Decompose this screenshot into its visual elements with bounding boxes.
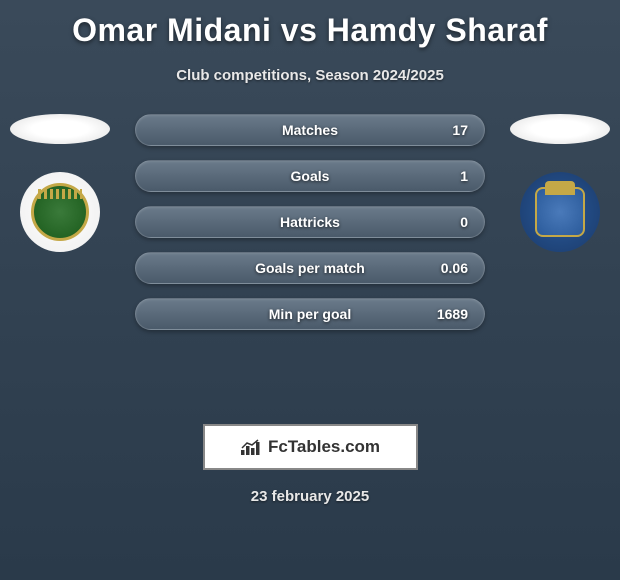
al-ittihad-badge-icon <box>31 183 89 241</box>
stat-row-goals: Goals 1 <box>135 160 485 192</box>
stat-value: 1689 <box>437 306 468 322</box>
stat-label: Hattricks <box>280 214 340 230</box>
stat-value: 1 <box>460 168 468 184</box>
stat-row-goals-per-match: Goals per match 0.06 <box>135 252 485 284</box>
stat-label: Min per goal <box>269 306 351 322</box>
fctables-logo-text: FcTables.com <box>268 437 380 457</box>
right-player-placeholder <box>510 114 610 144</box>
stat-label: Matches <box>282 122 338 138</box>
page-title: Omar Midani vs Hamdy Sharaf <box>0 0 620 49</box>
left-club-badge <box>20 172 100 252</box>
stat-row-min-per-goal: Min per goal 1689 <box>135 298 485 330</box>
stat-value: 0.06 <box>441 260 468 276</box>
stats-container: Matches 17 Goals 1 Hattricks 0 Goals per… <box>135 114 485 344</box>
pyramids-badge-icon <box>535 187 585 237</box>
page-subtitle: Club competitions, Season 2024/2025 <box>0 67 620 84</box>
date-text: 23 february 2025 <box>0 488 620 505</box>
stat-label: Goals per match <box>255 260 365 276</box>
stat-value: 17 <box>452 122 468 138</box>
fctables-logo-box[interactable]: FcTables.com <box>203 424 418 470</box>
stat-label: Goals <box>291 168 330 184</box>
left-player-placeholder <box>10 114 110 144</box>
stat-value: 0 <box>460 214 468 230</box>
right-club-badge <box>520 172 600 252</box>
stat-row-hattricks: Hattricks 0 <box>135 206 485 238</box>
stat-row-matches: Matches 17 <box>135 114 485 146</box>
content-area: Matches 17 Goals 1 Hattricks 0 Goals per… <box>0 114 620 414</box>
chart-icon <box>240 438 262 456</box>
